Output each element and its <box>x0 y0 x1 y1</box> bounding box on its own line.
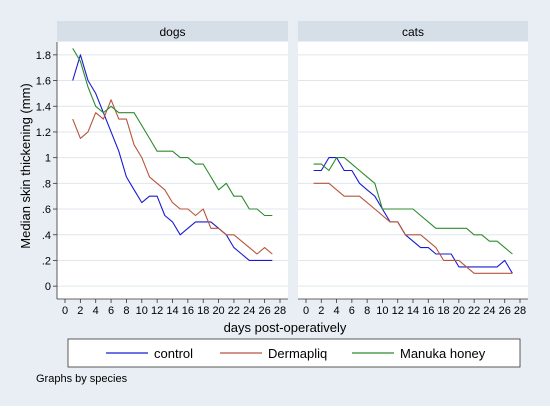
x-tick-label: 0 <box>303 305 309 317</box>
legend: control Dermapliq Manuka honey <box>67 338 521 368</box>
y-tick-label: 1.8 <box>36 50 51 62</box>
x-tick-label: 2 <box>77 305 83 317</box>
x-tick-label: 14 <box>407 305 419 317</box>
series-line-dermapliq <box>72 99 273 255</box>
x-tick-label: 18 <box>197 305 209 317</box>
x-tick-label: 24 <box>243 305 255 317</box>
x-tick-label: 12 <box>392 305 404 317</box>
series-line-control <box>313 157 513 274</box>
graphs-by-note: Graphs by species <box>36 373 128 385</box>
x-tick-label: 18 <box>437 305 449 317</box>
legend-entry: Dermapliq <box>268 346 327 361</box>
x-tick-label: 4 <box>334 305 340 317</box>
x-tick-label: 20 <box>212 305 224 317</box>
x-tick-label: 2 <box>318 305 324 317</box>
x-tick-label: 6 <box>108 305 114 317</box>
y-tick-label: 1.2 <box>36 127 51 139</box>
x-axis-label: days post-operatively <box>224 320 347 335</box>
x-tick-label: 10 <box>136 305 148 317</box>
plot-area <box>298 42 528 299</box>
panel-header <box>298 21 528 41</box>
x-tick-label: 22 <box>228 305 240 317</box>
x-tick-label: 16 <box>182 305 194 317</box>
y-tick-label: .4 <box>42 230 51 242</box>
series-line-dermapliq <box>313 182 513 274</box>
x-tick-label: 6 <box>349 305 355 317</box>
x-tick-label: 22 <box>468 305 480 317</box>
y-tick-label: .8 <box>42 178 51 190</box>
legend-entry: Manuka honey <box>400 346 486 361</box>
y-tick-label: 1.4 <box>36 101 51 113</box>
plot-area <box>57 42 288 299</box>
x-tick-label: 26 <box>259 305 271 317</box>
x-tick-label: 24 <box>483 305 495 317</box>
y-tick-label: 0 <box>45 281 51 293</box>
x-tick-label: 28 <box>514 305 526 317</box>
y-axis-label: Median skin thickening (mm) <box>18 83 33 248</box>
y-tick-label: 1.6 <box>36 76 51 88</box>
y-tick-label: .2 <box>42 255 51 267</box>
legend-entry: control <box>154 346 193 361</box>
panel-header <box>57 21 288 41</box>
x-tick-label: 14 <box>166 305 178 317</box>
x-tick-label: 8 <box>123 305 129 317</box>
x-tick-label: 20 <box>453 305 465 317</box>
series-line-manuka-honey <box>313 157 513 255</box>
series-line-manuka-honey <box>72 48 273 217</box>
x-tick-label: 28 <box>274 305 286 317</box>
y-tick-label: 1 <box>45 153 51 165</box>
y-tick-label: .6 <box>42 204 51 216</box>
panel-title: cats <box>402 25 424 39</box>
x-tick-label: 12 <box>151 305 163 317</box>
series-line-control <box>72 54 273 261</box>
x-tick-label: 0 <box>62 305 68 317</box>
x-tick-label: 10 <box>376 305 388 317</box>
x-tick-label: 4 <box>93 305 99 317</box>
panel-title: dogs <box>159 25 185 39</box>
x-tick-label: 8 <box>364 305 370 317</box>
x-tick-label: 26 <box>499 305 511 317</box>
x-tick-label: 16 <box>422 305 434 317</box>
